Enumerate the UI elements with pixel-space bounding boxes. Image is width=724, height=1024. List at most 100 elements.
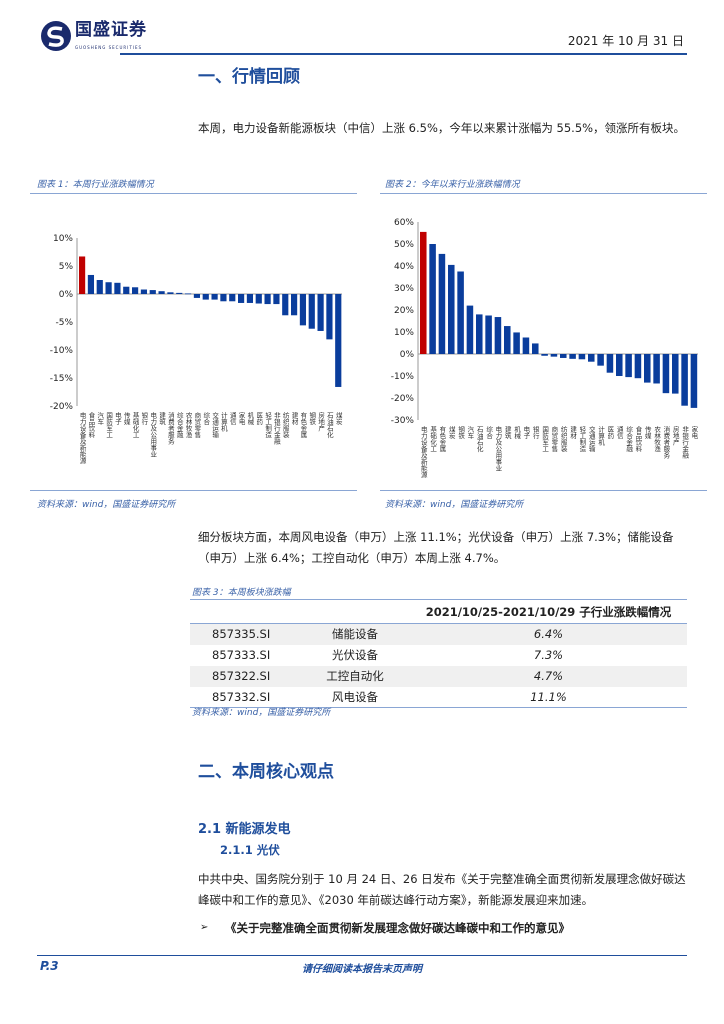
bar	[485, 315, 492, 354]
x-tick-label: 有色金属	[438, 425, 446, 454]
y-tick-label: -30%	[391, 416, 415, 426]
y-tick-label: 0%	[59, 290, 74, 300]
x-tick-label: 银行	[531, 425, 539, 441]
x-tick-label: 通信	[615, 425, 623, 441]
bar	[644, 354, 651, 383]
bar	[420, 231, 427, 354]
y-tick-label: 20%	[394, 306, 414, 316]
x-tick-label: 电力设备及新能源	[419, 425, 427, 480]
bar	[273, 294, 280, 305]
bar	[672, 354, 679, 394]
y-tick-label: 10%	[53, 234, 73, 244]
bar	[457, 271, 464, 354]
x-tick-label: 建材	[290, 411, 298, 426]
fig1-source: 资料来源：wind，国盛证券研究所	[37, 500, 176, 510]
bar	[282, 294, 289, 316]
x-tick-label: 综合金融	[625, 425, 633, 454]
x-tick-label: 汽车	[466, 425, 474, 441]
bar	[662, 354, 670, 394]
x-tick-label: 通信	[228, 411, 236, 427]
x-tick-label: 电力及公用事业	[494, 425, 502, 472]
x-tick-label: 电力及公用事业	[149, 411, 157, 458]
subsection-title: 2.1 新能源发电	[198, 822, 291, 837]
x-tick-label: 煤炭	[447, 425, 455, 441]
y-tick-label: 10%	[394, 328, 414, 338]
bar	[238, 294, 245, 303]
y-tick-label: 40%	[394, 262, 414, 272]
x-tick-label: 纺织服装	[559, 425, 567, 454]
bar	[504, 326, 511, 354]
fig1-frame: 10% 5% 0% -5% -10% -15% -20% 电力设备及新能源 食品饮料 汽车 国防军工…	[30, 193, 357, 491]
bar	[167, 292, 174, 294]
table-row: 857333.SI 光伏设备 7.3%	[190, 645, 687, 666]
bar	[606, 354, 614, 373]
bar	[476, 314, 483, 354]
x-tick-label: 建筑	[158, 411, 166, 427]
bar	[513, 332, 520, 354]
bar	[588, 354, 595, 362]
y-tick-label: -10%	[50, 346, 74, 356]
x-tick-label: 消费者服务	[662, 425, 670, 460]
y-tick-label: -20%	[50, 402, 74, 412]
bar	[158, 291, 165, 294]
bar	[541, 354, 548, 356]
section-title-2: 二、本周核心观点	[198, 762, 334, 782]
sector-name: 风电设备	[332, 689, 378, 704]
x-tick-label: 石油石化	[475, 426, 483, 454]
y-tick-label: -5%	[55, 318, 73, 328]
x-tick-label: 传媒	[643, 425, 651, 441]
x-tick-label: 商贸零售	[550, 425, 558, 454]
x-tick-label: 银行	[140, 411, 148, 427]
bar	[220, 294, 227, 302]
chart-weekly-industry: 10% 5% 0% -5% -10% -15% -20% 电力设备及新能源 食品饮料 汽车 国防军工…	[50, 234, 343, 465]
x-tick-label: 食品饮料	[634, 425, 642, 454]
y-tick-label: -15%	[50, 374, 74, 384]
sector-change: 4.7%	[533, 669, 564, 683]
logo-icon	[41, 21, 71, 51]
x-tick-label: 石油石化	[325, 412, 333, 440]
y-tick-label: 60%	[394, 218, 414, 228]
bar	[140, 289, 148, 294]
bar	[202, 294, 209, 300]
subsubsection-title: 2.1.1 光伏	[220, 843, 280, 857]
x-tick-label: 机械	[513, 425, 521, 441]
x-tick-label: 交通运输	[211, 411, 219, 440]
bar	[123, 286, 130, 294]
bar	[560, 354, 567, 358]
table-row: 857332.SI 风电设备 11.1%	[190, 687, 687, 708]
x-tick-label: 交通运输	[587, 425, 595, 454]
x-tick-label: 国防军工	[541, 426, 549, 453]
x-tick-label: 农林牧渔	[653, 425, 661, 454]
fig3-caption: 图表 3：本周板块涨跌幅	[192, 588, 291, 598]
x-tick-label: 基础化工	[429, 425, 437, 453]
x-tick-label: 电子	[522, 425, 530, 440]
brand-name-en: GUOSHENG SECURITIES	[75, 45, 143, 50]
x-tick-label: 煤炭	[334, 411, 342, 427]
bar	[87, 274, 95, 294]
x-tick-label: 家电	[237, 411, 245, 426]
x-tick-label: 非银行金融	[272, 411, 280, 446]
fig2-caption: 图表 2：今年以来行业涨跌幅情况	[385, 180, 520, 190]
x-tick-label: 国防军工	[105, 412, 113, 439]
x-tick-label: 家电	[690, 425, 698, 440]
bar	[653, 354, 660, 384]
sector-name: 光伏设备	[332, 648, 378, 662]
bar	[211, 294, 218, 300]
bar	[291, 294, 298, 316]
bar	[264, 294, 271, 305]
bar	[185, 293, 192, 295]
fig3-source: 资料来源：wind，国盛证券研究所	[192, 708, 331, 718]
sector-code: 857332.SI	[212, 689, 271, 704]
chart-ytd-industry: 60% 50% 40% 30% 20% 10% 0% -10% -20% -30% 电力设备及新能源…	[391, 218, 698, 480]
bar	[681, 354, 688, 406]
x-tick-label: 计算机	[219, 411, 227, 433]
x-tick-label: 综合金融	[175, 411, 183, 440]
x-tick-label: 商贸零售	[193, 411, 201, 440]
x-tick-label: 钢铁	[457, 426, 465, 441]
bar	[193, 294, 201, 298]
bar	[550, 354, 558, 357]
bar	[690, 354, 698, 408]
bar	[246, 294, 254, 303]
fig1-caption: 图表 1：本周行业涨跌幅情况	[37, 180, 154, 190]
x-tick-label: 综合	[202, 411, 210, 427]
